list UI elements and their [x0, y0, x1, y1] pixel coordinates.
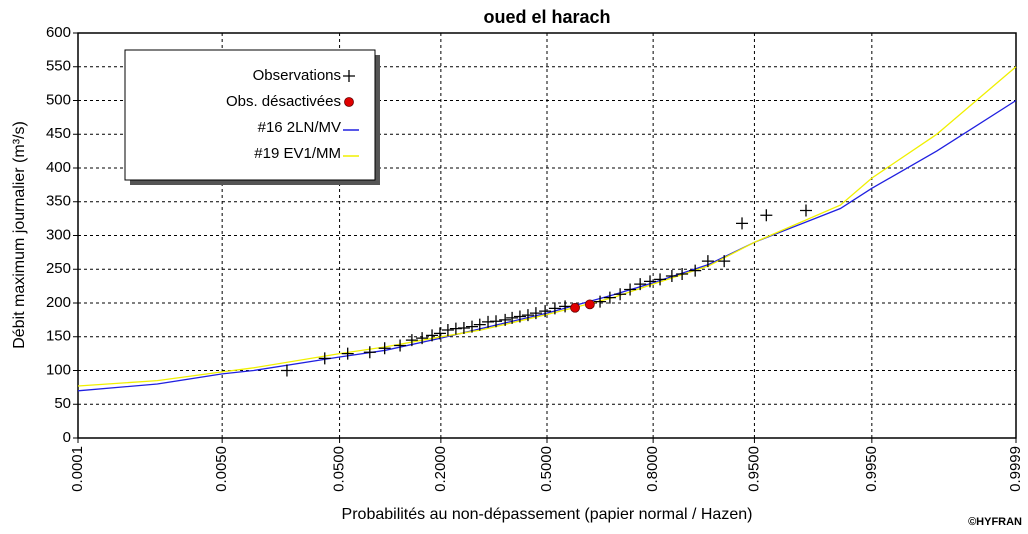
- observation-point: [378, 342, 391, 355]
- deactivated-point: [570, 302, 580, 313]
- y-tick-label: 300: [46, 226, 71, 243]
- y-tick-label: 150: [46, 328, 71, 345]
- observation-point: [506, 311, 519, 324]
- observation-point: [280, 364, 293, 377]
- observation-point: [539, 305, 552, 318]
- observation-point: [482, 315, 495, 328]
- y-tick-label: 250: [46, 260, 71, 277]
- x-tick-label: 0.5000: [538, 446, 555, 492]
- observation-point: [394, 339, 407, 352]
- y-tick-label: 200: [46, 294, 71, 311]
- observation-point: [760, 209, 773, 222]
- observation-point: [624, 283, 637, 296]
- y-tick-label: 350: [46, 193, 71, 210]
- x-tick-label: 0.9500: [745, 446, 762, 492]
- x-tick-label: 0.0001: [69, 446, 86, 492]
- observation-point: [665, 270, 678, 282]
- observation-point: [529, 307, 542, 320]
- y-tick-label: 550: [46, 58, 71, 75]
- observation-point: [441, 324, 454, 336]
- x-axis-label: Probabilités au non-dépassement (papier …: [342, 506, 753, 523]
- observation-point: [654, 273, 667, 286]
- observation-point: [689, 264, 702, 277]
- x-tick-label: 0.9999: [1007, 446, 1024, 492]
- y-tick-label: 400: [46, 159, 71, 176]
- observation-point: [449, 322, 462, 335]
- y-tick-label: 500: [46, 91, 71, 108]
- observation-point: [614, 288, 627, 301]
- observation-point: [701, 255, 714, 268]
- y-tick-label: 450: [46, 125, 71, 142]
- observation-point: [521, 309, 534, 322]
- observation-point: [318, 352, 331, 365]
- y-tick-label: 100: [46, 361, 71, 378]
- legend-swatch: [344, 97, 354, 107]
- observation-point: [559, 300, 572, 313]
- legend-label: #16 2LN/MV: [258, 119, 341, 136]
- chart-title: oued el harach: [483, 7, 610, 27]
- observation-point: [548, 302, 561, 315]
- watermark: ©HYFRAN: [968, 516, 1022, 528]
- observation-point: [426, 329, 439, 342]
- observation-point: [513, 310, 526, 323]
- observation-point: [736, 217, 749, 230]
- observation-point: [457, 321, 470, 334]
- deactivated-point: [584, 299, 595, 310]
- x-tick-label: 0.9950: [863, 446, 880, 492]
- y-tick-label: 0: [63, 429, 71, 446]
- y-axis-label: Débit maximum journalier (m³/s): [11, 121, 28, 349]
- observation-point: [499, 313, 512, 326]
- x-tick-label: 0.8000: [644, 446, 661, 492]
- legend-label: Observations: [253, 67, 341, 84]
- x-tick-label: 0.0050: [213, 446, 230, 492]
- observation-point: [634, 278, 647, 291]
- legend-label: #19 EV1/MM: [254, 145, 341, 162]
- observation-point: [490, 315, 503, 328]
- observation-point: [416, 332, 429, 345]
- observation-point: [799, 204, 812, 217]
- observation-point: [465, 320, 478, 333]
- fit-curve: [77, 66, 1017, 387]
- legend-label: Obs. désactivées: [226, 93, 341, 110]
- fit-curve: [77, 99, 1017, 392]
- observation-point: [363, 346, 376, 359]
- observation-point: [718, 255, 731, 268]
- plot-frame: [77, 32, 1017, 439]
- observation-point: [594, 295, 607, 308]
- y-tick-label: 600: [46, 24, 71, 41]
- observation-point: [644, 275, 657, 288]
- observation-point: [676, 267, 689, 280]
- observation-point: [603, 291, 616, 304]
- x-tick-label: 0.0500: [331, 446, 348, 492]
- legend-swatch: [343, 70, 355, 82]
- observation-point: [341, 347, 354, 360]
- x-tick-label: 0.2000: [432, 446, 449, 492]
- y-tick-label: 50: [54, 395, 71, 412]
- observation-point: [473, 318, 486, 331]
- observation-point: [433, 327, 446, 340]
- observation-point: [405, 334, 418, 347]
- legend: [124, 49, 376, 181]
